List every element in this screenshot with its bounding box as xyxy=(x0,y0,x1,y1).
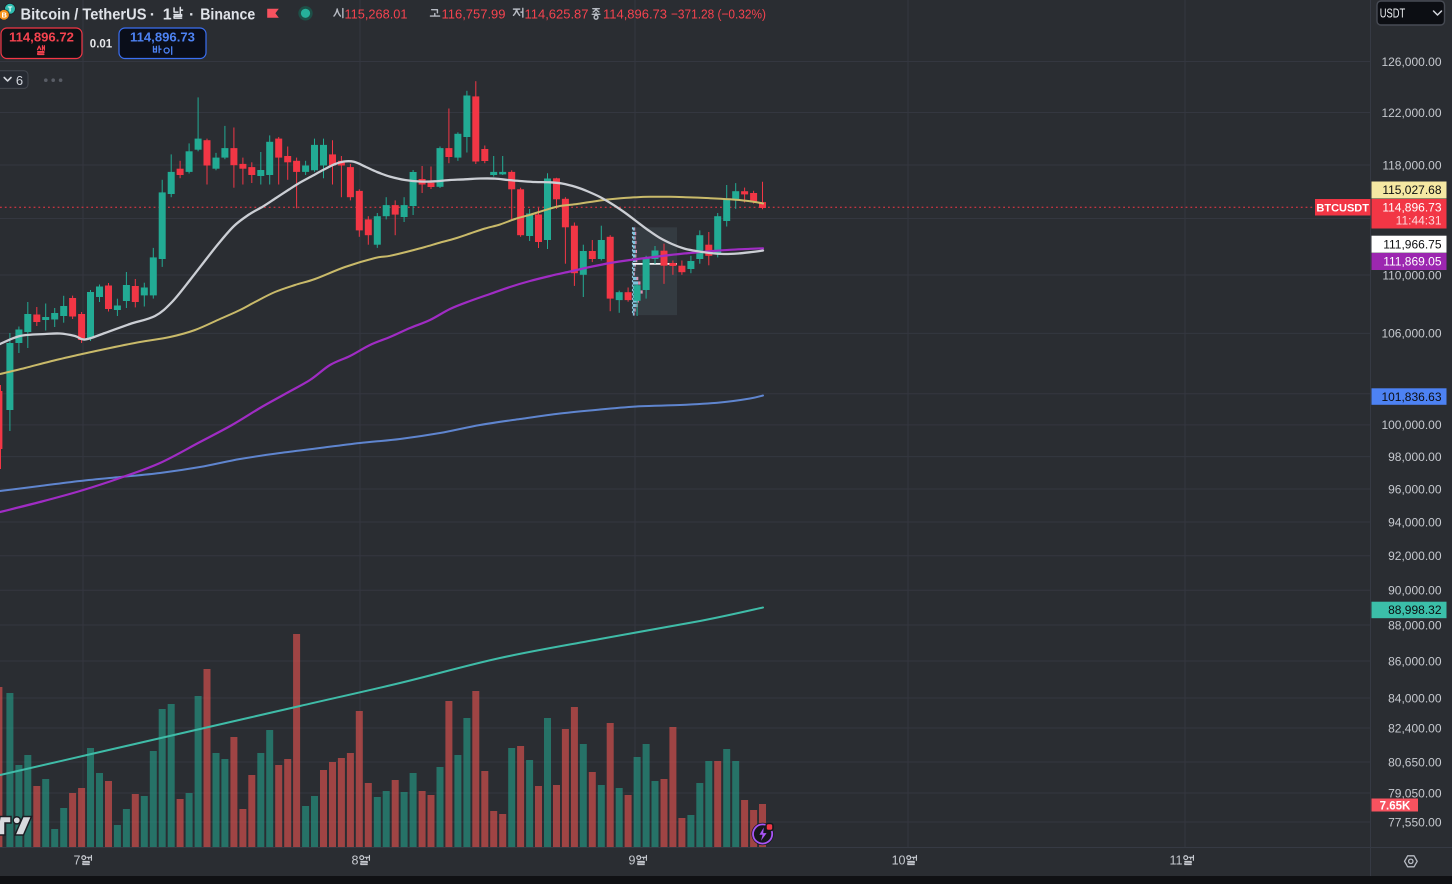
svg-text:94,000.00: 94,000.00 xyxy=(1388,515,1442,529)
svg-text:80,650.00: 80,650.00 xyxy=(1388,755,1442,769)
svg-text:7: 7 xyxy=(74,853,81,867)
svg-text:118,000.00: 118,000.00 xyxy=(1382,158,1441,172)
svg-text:84,000.00: 84,000.00 xyxy=(1388,691,1442,705)
svg-text:88,000.00: 88,000.00 xyxy=(1388,618,1442,632)
svg-text:USDT: USDT xyxy=(1380,7,1406,21)
svg-text:7.65K: 7.65K xyxy=(1380,800,1411,812)
svg-text:92,000.00: 92,000.00 xyxy=(1388,549,1442,563)
svg-text:0.01: 0.01 xyxy=(90,39,113,51)
svg-text:BTCUSDT: BTCUSDT xyxy=(1316,203,1369,215)
svg-text:−371.28 (−0.32%): −371.28 (−0.32%) xyxy=(671,6,766,21)
svg-text:114,896.72: 114,896.72 xyxy=(9,30,74,45)
svg-text:88,998.32: 88,998.32 xyxy=(1388,603,1442,617)
svg-text:T: T xyxy=(8,5,13,14)
svg-text:9: 9 xyxy=(629,853,636,867)
svg-text:111,869.05: 111,869.05 xyxy=(1383,255,1442,269)
svg-text:115,027.68: 115,027.68 xyxy=(1382,183,1441,197)
svg-text:77,550.00: 77,550.00 xyxy=(1388,815,1442,829)
svg-text:·: · xyxy=(189,6,194,23)
svg-text:106,000.00: 106,000.00 xyxy=(1381,327,1441,341)
svg-text:86,000.00: 86,000.00 xyxy=(1388,654,1442,668)
svg-text:126,000.00: 126,000.00 xyxy=(1381,55,1441,69)
svg-text:6: 6 xyxy=(16,73,23,88)
svg-text:11:44:31: 11:44:31 xyxy=(1396,213,1442,227)
svg-text:Bitcoin / TetherUS: Bitcoin / TetherUS xyxy=(21,6,147,23)
svg-text:B: B xyxy=(1,11,7,20)
svg-text:100,000.00: 100,000.00 xyxy=(1381,418,1441,432)
svg-text:115,268.01: 115,268.01 xyxy=(345,6,408,21)
svg-text:116,757.99: 116,757.99 xyxy=(442,6,506,21)
svg-text:114,896.73: 114,896.73 xyxy=(130,30,195,45)
svg-text:10: 10 xyxy=(892,853,906,867)
svg-text:90,000.00: 90,000.00 xyxy=(1388,584,1442,598)
svg-text:8: 8 xyxy=(352,853,359,867)
svg-text:114,896.73: 114,896.73 xyxy=(603,6,667,21)
svg-text:110,000.00: 110,000.00 xyxy=(1382,268,1441,282)
svg-text:111,966.75: 111,966.75 xyxy=(1383,237,1442,251)
svg-text:96,000.00: 96,000.00 xyxy=(1388,482,1442,496)
svg-text:Binance: Binance xyxy=(200,6,255,23)
svg-text:101,836.63: 101,836.63 xyxy=(1381,390,1441,404)
svg-text:114,625.87: 114,625.87 xyxy=(525,6,589,21)
svg-text:98,000.00: 98,000.00 xyxy=(1388,450,1442,464)
svg-text:82,400.00: 82,400.00 xyxy=(1388,721,1442,735)
svg-text:122,000.00: 122,000.00 xyxy=(1381,106,1441,120)
svg-text:·: · xyxy=(150,6,155,23)
svg-text:1: 1 xyxy=(163,6,172,23)
svg-text:11: 11 xyxy=(1170,853,1183,867)
svg-text:79,050.00: 79,050.00 xyxy=(1388,786,1442,800)
svg-text:114,896.73: 114,896.73 xyxy=(1382,201,1441,215)
